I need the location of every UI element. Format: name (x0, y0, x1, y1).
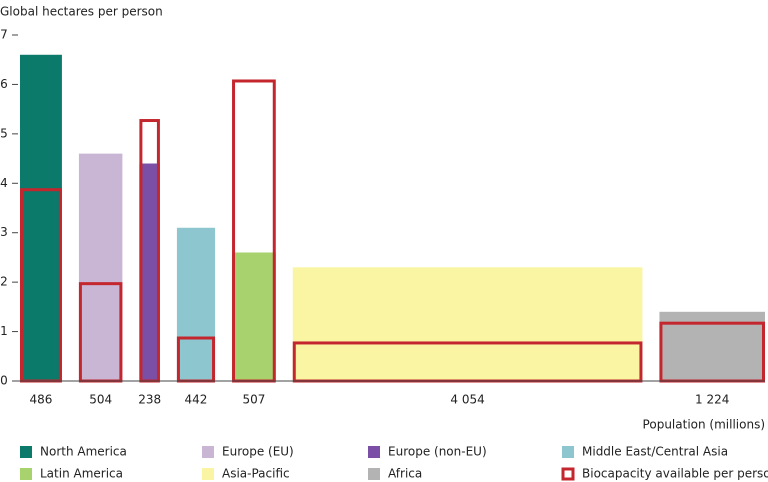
legend-swatch (368, 468, 380, 480)
y-axis-title: Global hectares per person (0, 5, 163, 19)
footprint-bar (292, 267, 643, 381)
population-label: 486 (30, 393, 53, 407)
population-label: 4 054 (450, 393, 484, 407)
population-label: 442 (185, 393, 208, 407)
x-axis-title: Population (millions) (643, 418, 765, 432)
y-tick-label: 1 (0, 324, 8, 338)
footprint-bar (176, 227, 216, 381)
y-tick-label: 4 (0, 176, 8, 190)
legend-label: Biocapacity available per person (582, 467, 768, 481)
population-label: 238 (138, 393, 161, 407)
legend-swatch (561, 467, 575, 481)
y-tick-label: 7 (0, 28, 8, 42)
y-tick-label: 0 (0, 374, 8, 388)
population-label: 1 224 (695, 393, 729, 407)
legend-label: Middle East/Central Asia (582, 445, 728, 459)
legend-label: Europe (non-EU) (388, 445, 487, 459)
legend-label: North America (40, 445, 127, 459)
y-tick-label: 3 (0, 225, 8, 239)
y-tick-label: 6 (0, 77, 8, 91)
footprint-bar (139, 163, 160, 381)
legend-swatch (20, 468, 32, 480)
population-label: 504 (89, 393, 112, 407)
footprint-bar (78, 153, 123, 381)
legend-label: Asia-Pacific (222, 467, 290, 481)
legend-label: Africa (388, 467, 422, 481)
legend-swatch (562, 446, 574, 458)
y-tick-label: 2 (0, 275, 8, 289)
footprint-bar (20, 54, 62, 382)
legend-swatch (20, 446, 32, 458)
legend-swatch (202, 468, 214, 480)
legend-swatch (368, 446, 380, 458)
legend-swatch (202, 446, 214, 458)
legend-label: Europe (EU) (222, 445, 294, 459)
legend-label: Latin America (40, 467, 123, 481)
y-tick-label: 5 (0, 126, 8, 140)
footprint-bar (232, 252, 276, 381)
population-label: 507 (242, 393, 265, 407)
